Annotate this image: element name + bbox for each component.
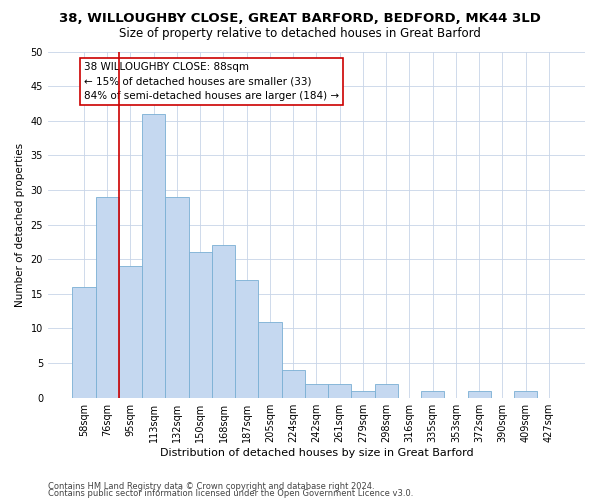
Text: 38 WILLOUGHBY CLOSE: 88sqm
← 15% of detached houses are smaller (33)
84% of semi: 38 WILLOUGHBY CLOSE: 88sqm ← 15% of deta… (84, 62, 339, 102)
Bar (305, 384, 328, 398)
Text: 38, WILLOUGHBY CLOSE, GREAT BARFORD, BEDFORD, MK44 3LD: 38, WILLOUGHBY CLOSE, GREAT BARFORD, BED… (59, 12, 541, 26)
Text: Contains public sector information licensed under the Open Government Licence v3: Contains public sector information licen… (48, 490, 413, 498)
Bar (467, 391, 491, 398)
Bar (212, 246, 235, 398)
Bar (188, 252, 212, 398)
Bar (95, 197, 119, 398)
Text: Size of property relative to detached houses in Great Barford: Size of property relative to detached ho… (119, 28, 481, 40)
Bar (259, 322, 281, 398)
Y-axis label: Number of detached properties: Number of detached properties (15, 142, 25, 306)
Bar (374, 384, 398, 398)
Bar (352, 391, 374, 398)
Bar (328, 384, 352, 398)
Bar (119, 266, 142, 398)
Bar (421, 391, 445, 398)
Bar (73, 287, 95, 398)
Bar (142, 114, 166, 398)
Bar (514, 391, 538, 398)
Text: Contains HM Land Registry data © Crown copyright and database right 2024.: Contains HM Land Registry data © Crown c… (48, 482, 374, 491)
X-axis label: Distribution of detached houses by size in Great Barford: Distribution of detached houses by size … (160, 448, 473, 458)
Bar (166, 197, 188, 398)
Bar (235, 280, 259, 398)
Bar (281, 370, 305, 398)
